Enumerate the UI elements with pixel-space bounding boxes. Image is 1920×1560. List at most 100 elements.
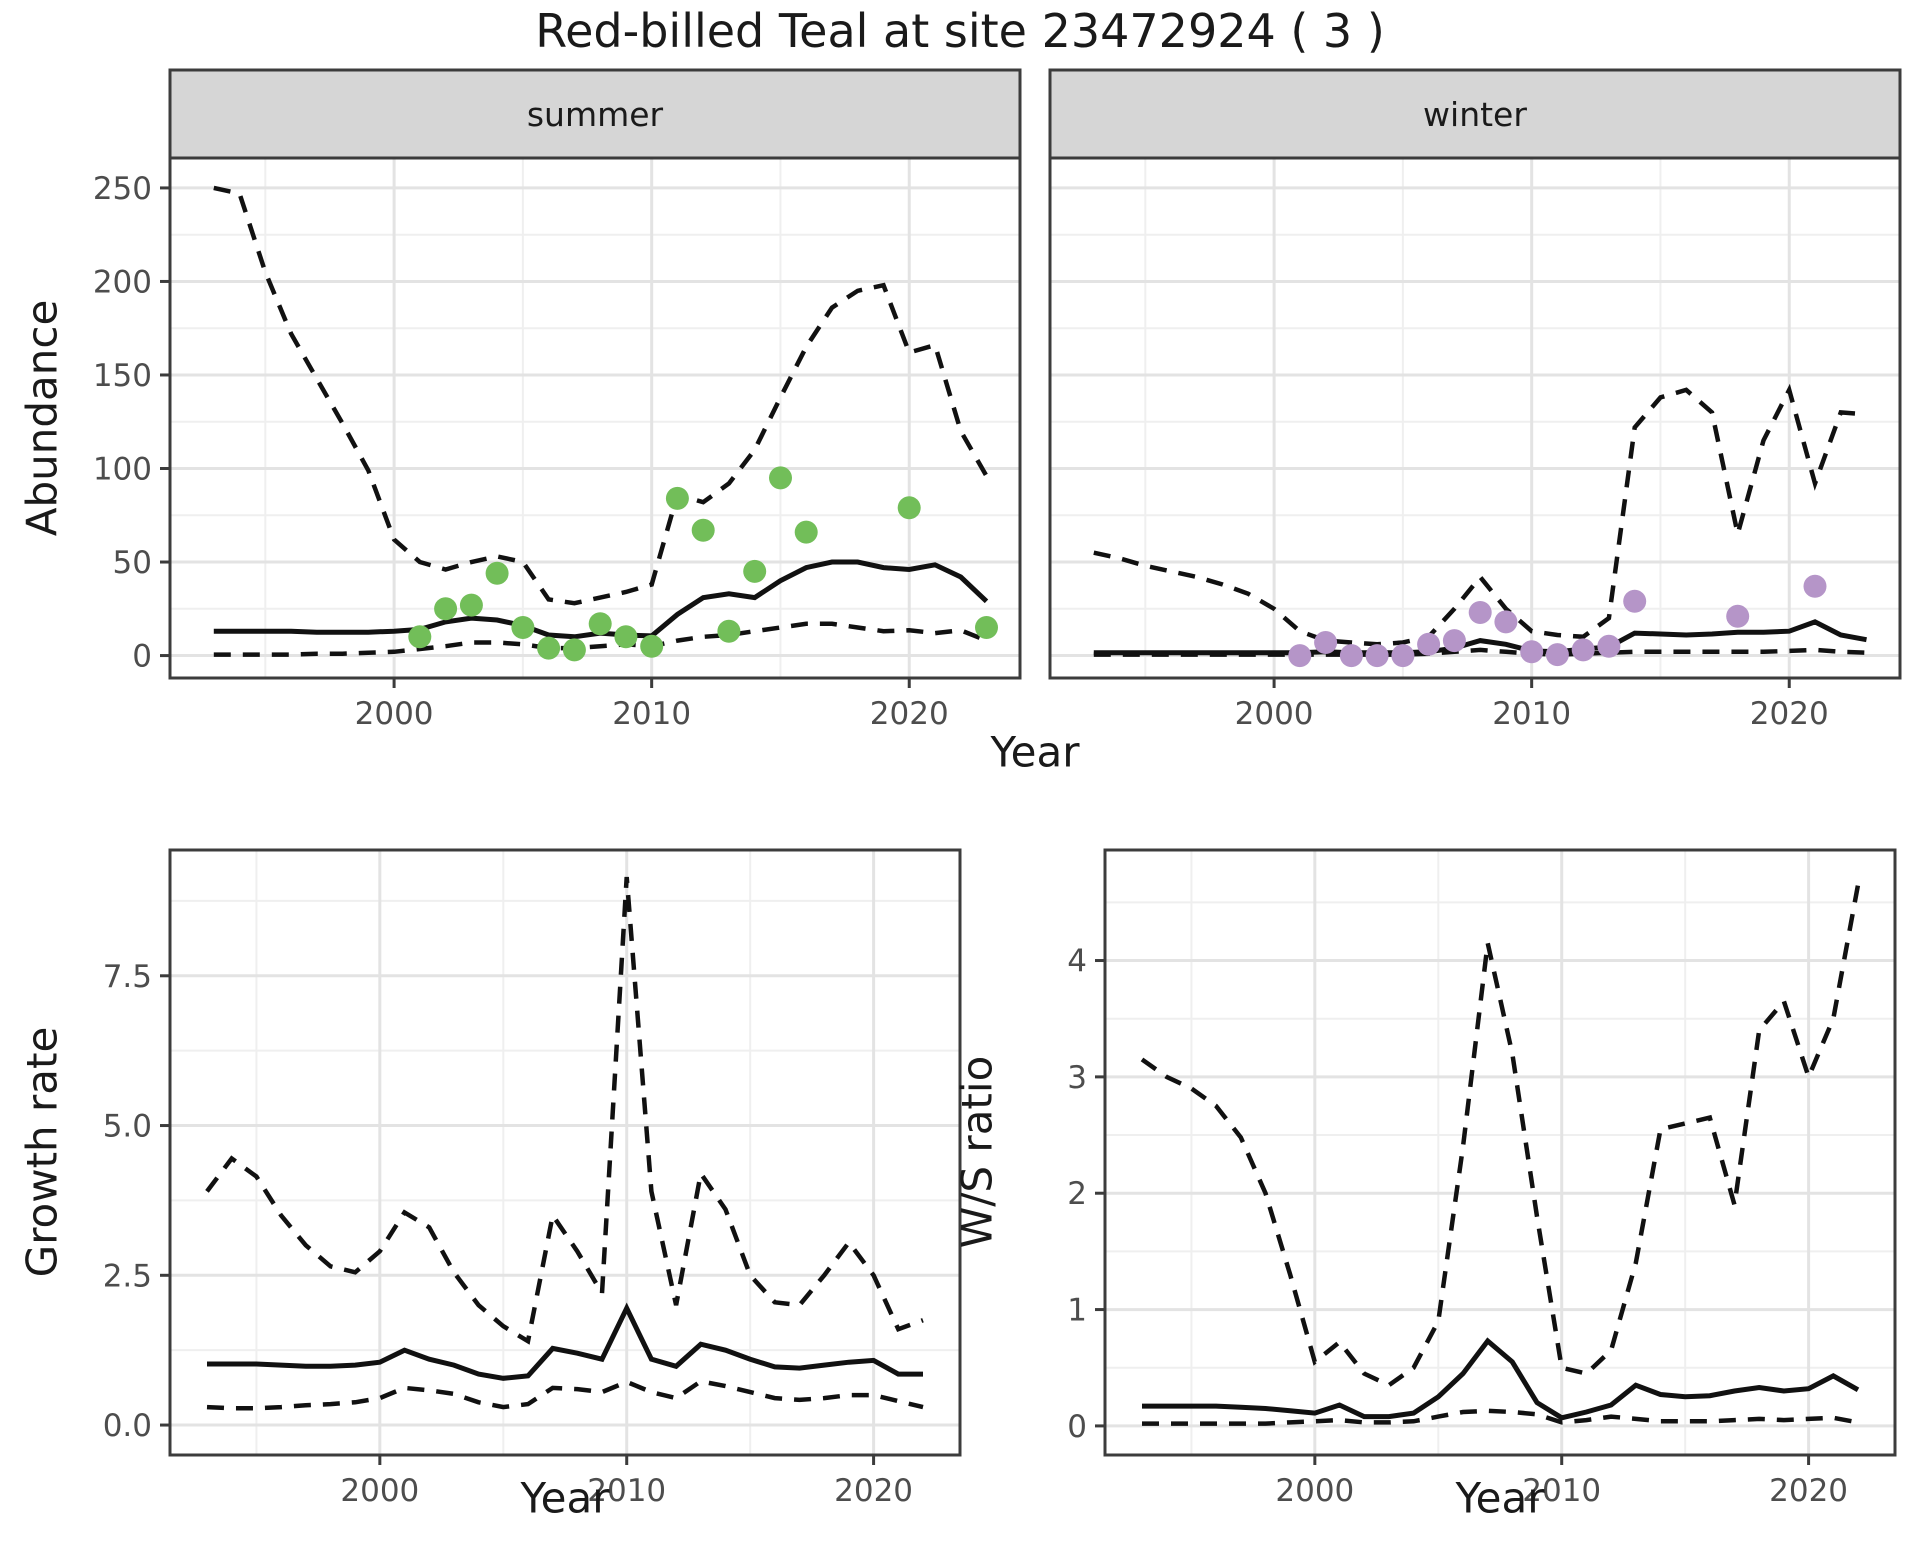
grid-minor <box>1050 158 1900 678</box>
facet-strip-summer <box>168 68 1022 160</box>
data-point <box>485 561 509 585</box>
data-point <box>1545 643 1569 667</box>
data-point <box>614 625 638 649</box>
data-point <box>975 616 998 639</box>
x-tick-label: 2010 <box>587 1473 666 1509</box>
y-tick-label: 4 <box>1067 944 1087 980</box>
data-point <box>537 636 561 660</box>
grid-minor <box>170 158 1020 678</box>
data-point <box>1726 604 1750 628</box>
series-ci-lower-line <box>1142 1408 1859 1426</box>
series-ci-lower-line <box>213 621 988 657</box>
data-point <box>1417 632 1441 656</box>
data-point <box>1571 638 1595 662</box>
y-tick-label: 0 <box>1067 1409 1087 1445</box>
panel-abundance-summer: 2000 2010 2020 0 50 100 150 200 250 summer <box>93 68 1022 732</box>
x-axis-title-year-bottom-right: Year <box>1455 1473 1545 1523</box>
data-point <box>1623 589 1647 613</box>
data-point <box>769 466 792 490</box>
y-tick-label: 0.0 <box>103 1408 152 1444</box>
data-point <box>717 619 741 643</box>
y-tick-label: 3 <box>1067 1060 1087 1096</box>
axis-ticks: 2000 2010 2020 0 1 2 3 4 <box>1067 944 1848 1509</box>
data-point <box>434 597 458 621</box>
data-point <box>1468 601 1492 624</box>
panel-background <box>1050 158 1900 678</box>
panel-abundance-winter: 2000 2010 2020 winter <box>1048 68 1902 732</box>
facet-strip-winter <box>1048 68 1902 160</box>
data-point <box>665 486 689 510</box>
series-median-line <box>1093 619 1867 656</box>
y-tick-label: 1 <box>1067 1293 1087 1329</box>
data-point <box>1803 574 1827 598</box>
series-median-line <box>207 1302 923 1381</box>
series-ci-upper-line <box>213 185 989 606</box>
panel-growth-rate: 2000 2010 2020 0.0 2.5 5.0 7.5 <box>103 848 962 1509</box>
data-point <box>794 520 818 544</box>
grid-major <box>1105 850 1895 1455</box>
grid-minor <box>170 850 960 1455</box>
x-tick-label: 2010 <box>612 696 691 732</box>
grid-major <box>1050 158 1900 678</box>
data-point <box>1391 644 1415 668</box>
y-tick-label: 150 <box>93 358 152 394</box>
y-axis-title-abundance: Abundance <box>17 299 67 537</box>
panel-border <box>1103 848 1897 1457</box>
x-tick-label: 2000 <box>340 1473 419 1509</box>
y-tick-label: 0 <box>132 639 152 675</box>
y-tick-label: 2.5 <box>103 1258 152 1294</box>
x-tick-label: 2020 <box>1769 1473 1848 1509</box>
y-axis-title-ws-ratio: W/S ratio <box>952 1055 1002 1249</box>
x-tick-label: 2000 <box>1275 1473 1354 1509</box>
data-point <box>1339 644 1363 668</box>
x-tick-label: 2010 <box>1492 696 1571 732</box>
y-tick-label: 2 <box>1067 1176 1087 1212</box>
x-tick-label: 2020 <box>870 696 949 732</box>
data-point <box>1597 634 1621 658</box>
series-ci-upper-line <box>1140 884 1861 1388</box>
data-point <box>1365 644 1389 668</box>
x-tick-label: 2010 <box>1522 1473 1601 1509</box>
axis-ticks: 2000 2010 2020 0 50 100 150 200 250 <box>93 171 949 732</box>
data-point <box>1314 631 1338 654</box>
data-point <box>1442 629 1466 653</box>
data-point <box>743 559 767 583</box>
facet-strip-label: summer <box>527 95 664 134</box>
panel-border <box>168 848 962 1457</box>
data-point <box>588 612 612 636</box>
series-ci-upper-line <box>205 876 924 1345</box>
y-tick-label: 100 <box>93 452 152 488</box>
y-tick-label: 200 <box>93 264 152 300</box>
panel-background <box>1105 850 1895 1455</box>
data-point <box>1288 644 1312 668</box>
y-tick-label: 50 <box>113 545 152 581</box>
y-tick-label: 7.5 <box>103 959 152 995</box>
panel-ws-ratio: 2000 2010 2020 0 1 2 3 4 <box>1067 848 1897 1509</box>
axis-ticks: 2000 2010 2020 0.0 2.5 5.0 7.5 <box>103 959 913 1509</box>
page-title: Red-billed Teal at site 23472924 ( 3 ) <box>535 4 1385 58</box>
data-point <box>691 518 715 542</box>
x-tick-label: 2000 <box>1235 696 1314 732</box>
data-point <box>1520 640 1544 664</box>
data-point <box>562 638 586 662</box>
series-ci-upper-line <box>1093 383 1867 647</box>
data-point <box>897 496 921 520</box>
data-point <box>1494 610 1518 634</box>
data-point <box>511 616 535 639</box>
data-point <box>640 634 664 658</box>
series-median-line <box>1142 1337 1860 1421</box>
x-tick-label: 2020 <box>1750 696 1829 732</box>
series-ci-lower-line <box>206 1378 924 1411</box>
observed-summer-counts <box>408 466 998 662</box>
data-point <box>459 593 483 617</box>
x-tick-label: 2020 <box>834 1473 913 1509</box>
y-tick-label: 5.0 <box>103 1109 152 1145</box>
grid-major <box>170 158 1020 678</box>
panel-background <box>170 158 1020 678</box>
x-tick-label: 2000 <box>355 696 434 732</box>
data-point <box>408 625 432 649</box>
x-axis-title-year-bottom-left: Year <box>520 1473 610 1523</box>
observed-winter-counts <box>1288 574 1827 668</box>
